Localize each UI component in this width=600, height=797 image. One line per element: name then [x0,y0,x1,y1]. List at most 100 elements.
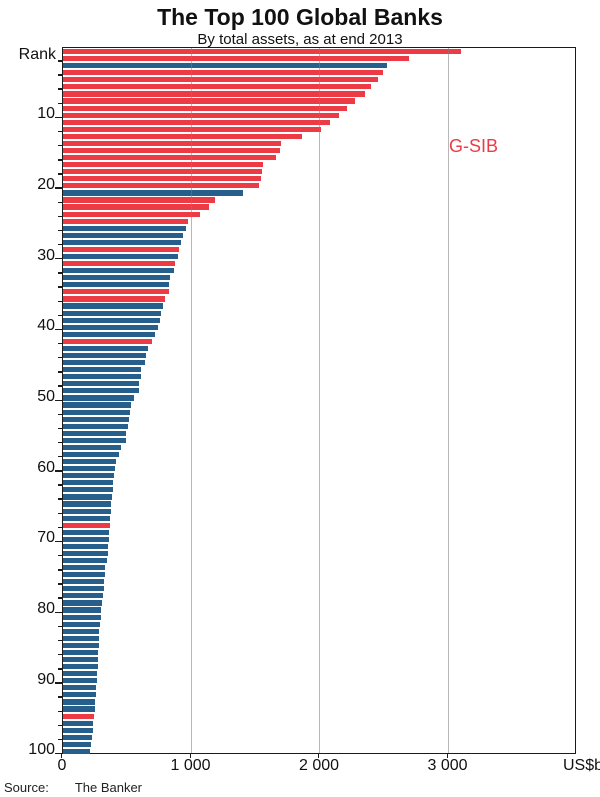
bar-gsib [63,246,180,253]
bar-gsib [63,105,347,111]
bar-bank [63,63,387,69]
y-minor-tick [58,427,62,430]
bar-gsib [63,48,462,55]
y-major-tick [55,187,62,189]
bar-gsib [63,98,355,104]
bar-bank [63,664,98,670]
bar-gsib [63,155,276,161]
bar-gsib [63,338,152,344]
y-minor-tick [58,130,62,133]
gridline [447,48,449,753]
y-major-tick [55,399,62,401]
y-major-tick [55,611,62,613]
bar-bank [63,635,99,641]
bar-bank [63,529,110,535]
bar-gsib [63,133,302,139]
bar-bank [63,642,99,648]
bar-bank [63,374,141,380]
bar-bank [63,685,97,691]
bar-bank [63,600,103,606]
y-minor-tick [58,229,62,232]
bar-bank [63,409,131,415]
y-major-tick [55,328,62,331]
bar-gsib [63,77,378,83]
y-minor-tick [58,724,62,727]
bar-bank [63,423,129,429]
bar-bank [63,678,97,684]
bar-bank [63,360,146,366]
source-text: The Banker [74,780,143,795]
x-major-tick [318,754,320,758]
bar-bank [63,190,243,196]
bar-bank [63,232,183,238]
y-minor-tick [58,243,62,246]
y-minor-tick [58,413,62,416]
bar-gsib [63,522,110,528]
bar-bank [63,550,108,557]
bar-gsib [63,183,259,189]
bar-gsib [63,169,263,175]
bar-bank [63,692,96,698]
y-tick-label: 70 [37,529,55,547]
bar-bank [63,466,116,472]
y-minor-tick [58,88,62,90]
bar-gsib [63,119,331,125]
bar-bank [63,741,91,747]
gsib-legend-label: G-SIB [449,136,499,156]
y-minor-tick [58,498,62,500]
bar-bank [63,628,100,634]
bar-bank [63,268,174,274]
y-minor-tick [58,314,62,317]
bar-bank [63,303,164,309]
gridline [319,48,320,753]
y-minor-tick [58,144,62,147]
y-minor-tick [58,654,62,656]
bar-bank [63,367,142,373]
bar-gsib [63,289,169,295]
bar-gsib [63,140,282,147]
y-minor-tick [58,385,62,387]
source-note: Source: The Banker [4,780,142,795]
chart-title: The Top 100 Global Banks [157,4,443,30]
x-tick-label: 0 [57,757,67,774]
bar-bank [63,430,127,436]
bar-bank [63,352,147,359]
bar-bank [63,388,139,394]
y-minor-tick [58,597,62,599]
y-minor-tick [58,286,62,288]
bar-bank [63,381,140,387]
bar-gsib [63,197,215,203]
bar-gsib [63,713,94,719]
bar-bank [63,572,105,578]
bar-gsib [63,204,210,210]
gridline [190,48,192,753]
y-minor-tick [58,300,62,302]
y-major-tick [55,116,62,119]
y-tick-label: 20 [37,175,55,193]
y-tick-label: 60 [37,458,55,476]
bar-bank [63,593,103,599]
y-minor-tick [58,173,62,175]
y-minor-tick [58,272,62,274]
bar-bank [63,444,122,451]
bar-gsib [63,218,188,224]
bar-bank [63,536,109,542]
bar-gsib [63,296,166,302]
y-axis-title: Rank [18,46,56,63]
bar-bank [63,748,90,755]
bar-bank [63,515,111,521]
bar-bank [63,473,115,479]
bar-bank [63,508,111,514]
chart-subtitle: By total assets, as at end 2013 [197,31,403,48]
bar-bank [63,579,105,585]
bar-bank [63,607,102,613]
y-minor-tick [58,710,62,712]
y-minor-tick [58,102,62,104]
plot-area: G-SIB [62,47,576,755]
bar-gsib [63,211,201,217]
x-major-tick [446,754,448,758]
bar-gsib [63,176,261,182]
y-minor-tick [58,201,62,203]
x-major-tick [189,754,191,758]
bar-bank [63,459,117,465]
